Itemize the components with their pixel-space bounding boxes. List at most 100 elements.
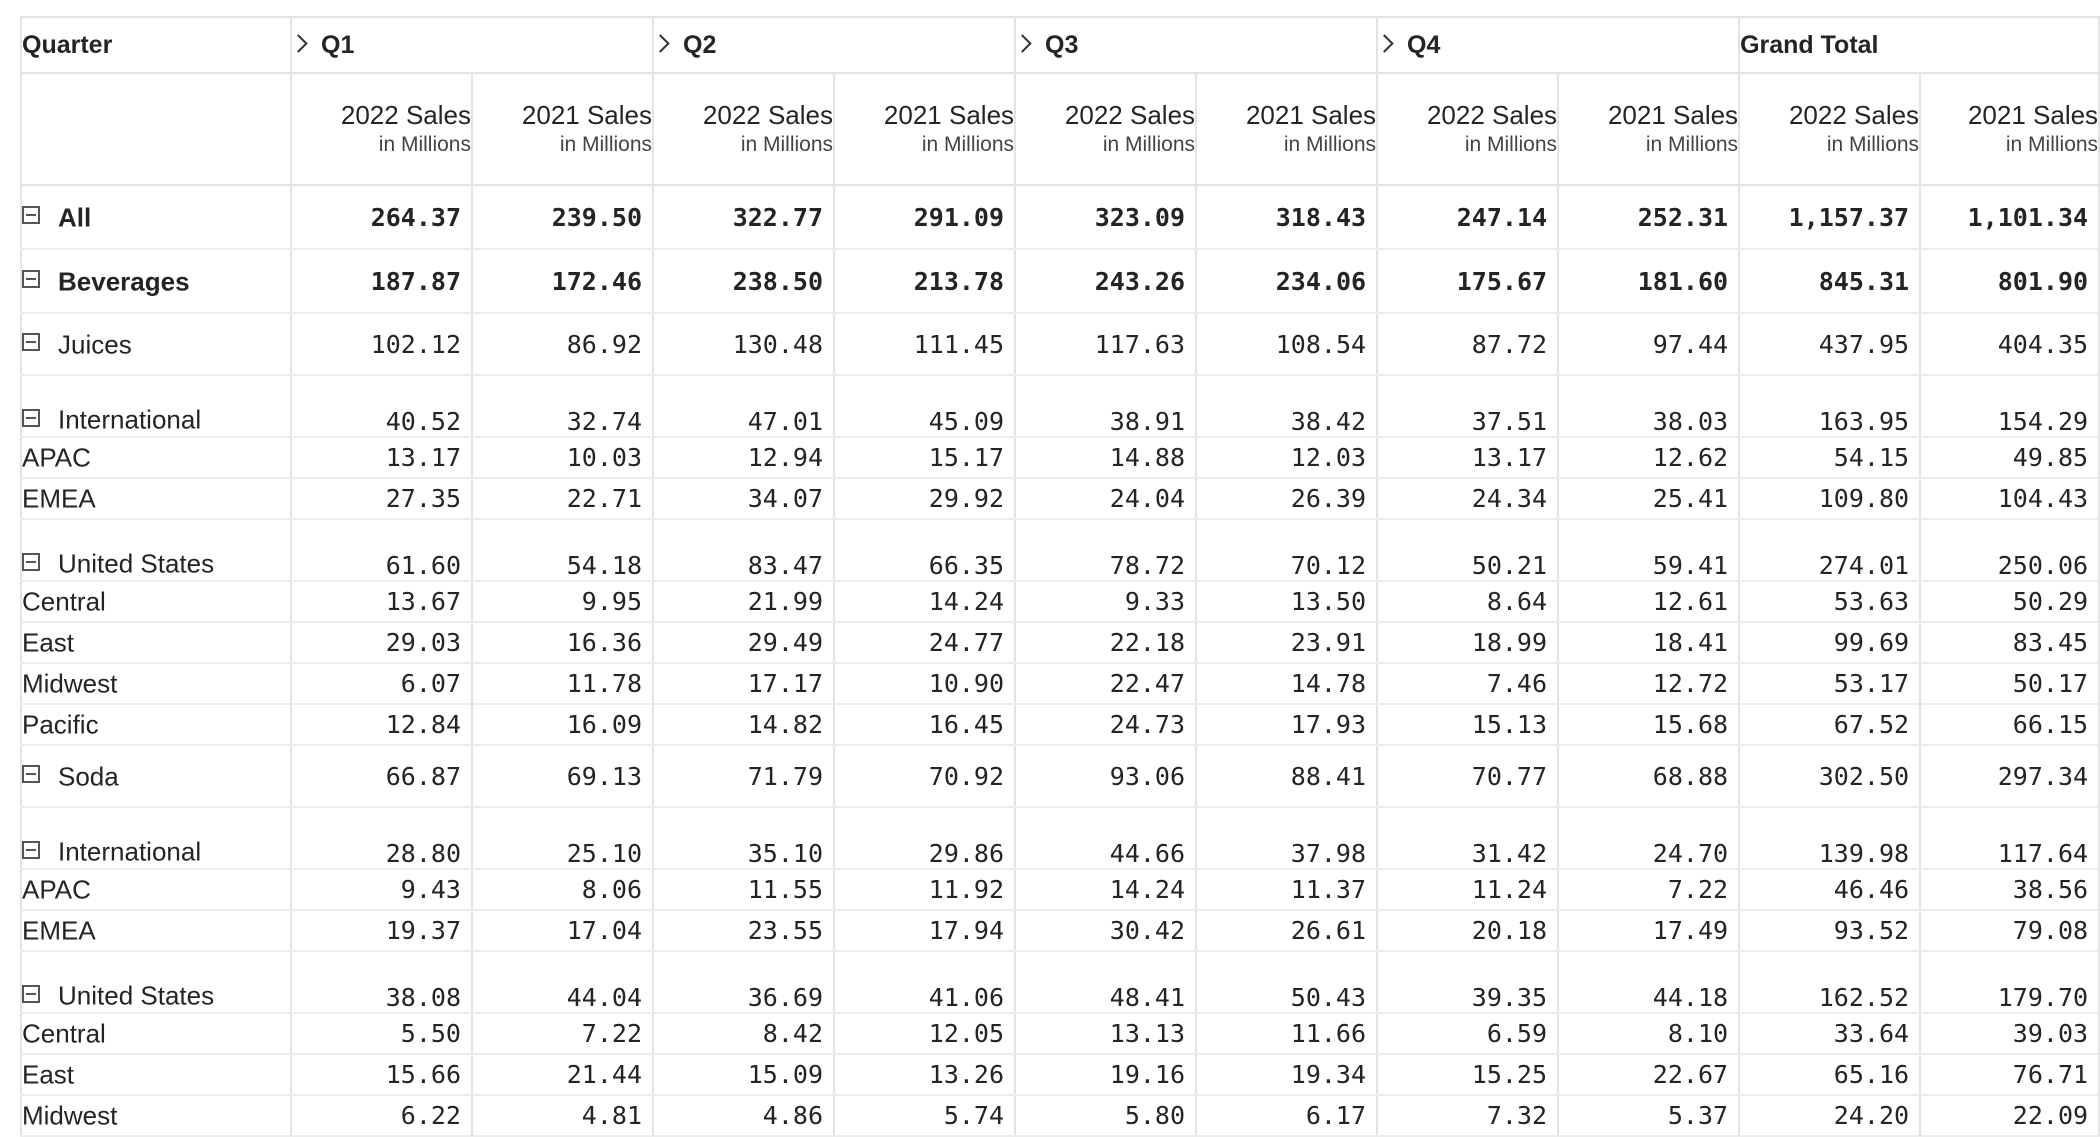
value-cell: 39.03 (1920, 1013, 2100, 1055)
value-cell: 13.13 (1015, 1013, 1198, 1055)
value-cell: 13.67 (291, 581, 473, 623)
value-cell: 243.26 (1015, 249, 1198, 314)
value-cell: 11.55 (653, 869, 836, 911)
value-cell: 179.70 (1920, 951, 2100, 1014)
measure-unit: in Millions (378, 133, 471, 156)
value-cell: 26.61 (1196, 910, 1379, 952)
value-cell: 163.95 (1739, 375, 1922, 438)
value-cell: 29.03 (291, 622, 473, 664)
value-cell: 17.93 (1196, 704, 1379, 746)
value-cell: 250.06 (1920, 519, 2100, 582)
collapse-icon[interactable] (23, 764, 40, 783)
value-cell: 31.42 (1377, 807, 1560, 870)
value-cell: 22.47 (1015, 663, 1198, 705)
value-cell: 21.44 (472, 1054, 655, 1096)
collapse-icon[interactable] (23, 984, 40, 1003)
row-header-cell[interactable]: Juices (20, 313, 292, 376)
row-header-cell[interactable]: United States (20, 519, 292, 582)
row-header-cell[interactable]: Beverages (20, 249, 292, 314)
value-cell: 48.41 (1015, 951, 1198, 1014)
value-cell: 13.26 (834, 1054, 1017, 1096)
value-cell: 29.92 (834, 478, 1017, 520)
value-cell: 16.09 (472, 704, 655, 746)
value-cell: 33.64 (1739, 1013, 1922, 1055)
collapse-icon[interactable] (23, 332, 40, 351)
column-header-q3[interactable]: Q3 (1013, 16, 1379, 74)
chevron-right-icon[interactable] (1013, 33, 1032, 53)
matrix-body: All 264.37 239.50 322.77 291.09 323.09 318.43 2… (20, 185, 2100, 1137)
value-cell: 26.39 (1196, 478, 1379, 520)
row-header-cell[interactable]: Soda (20, 745, 292, 808)
collapse-icon[interactable] (23, 408, 40, 427)
column-header-label: Q1 (321, 30, 355, 59)
value-cell: 28.80 (291, 807, 473, 870)
row-header-cell: East (20, 1054, 292, 1096)
table-row: EMEA 27.35 22.71 34.07 29.92 24.04 26.39 24.34 2… (20, 478, 2100, 520)
value-cell: 323.09 (1015, 185, 1198, 250)
column-header-q1[interactable]: Q1 (289, 16, 655, 74)
value-cell: 66.15 (1920, 704, 2100, 746)
value-cell: 4.86 (653, 1095, 836, 1137)
value-cell: 239.50 (472, 185, 655, 250)
value-cell: 49.85 (1920, 437, 2100, 479)
row-label: International (58, 405, 202, 435)
value-cell: 12.03 (1196, 437, 1379, 479)
measure-header-row: 2022 Sales in Millions 2021 Sales in Millio… (20, 73, 2100, 186)
measure-unit: in Millions (1283, 133, 1377, 156)
value-cell: 1,157.37 (1739, 185, 1922, 250)
collapse-icon[interactable] (23, 205, 40, 224)
value-cell: 25.41 (1558, 478, 1741, 520)
value-cell: 24.70 (1558, 807, 1741, 870)
value-cell: 66.35 (834, 519, 1017, 582)
value-cell: 24.77 (834, 622, 1017, 664)
row-label: EMEA (22, 483, 96, 514)
value-cell: 24.73 (1015, 704, 1198, 746)
chevron-right-icon[interactable] (1375, 33, 1394, 53)
collapse-icon[interactable] (23, 269, 40, 288)
value-cell: 20.18 (1377, 910, 1560, 952)
table-row: Midwest 6.22 4.81 4.86 5.74 5.80 6.17 7.32 5.37 2… (20, 1095, 2100, 1137)
value-cell: 14.82 (653, 704, 836, 746)
column-header-label: Q2 (683, 30, 717, 59)
measure-name: 2021 Sales (1967, 100, 2099, 130)
table-row: EMEA 19.37 17.04 23.55 17.94 30.42 26.61 20.18 1… (20, 910, 2100, 952)
chevron-right-icon[interactable] (651, 33, 670, 53)
measure-header-cell: 2021 Sales in Millions (834, 73, 1017, 186)
value-cell: 70.12 (1196, 519, 1379, 582)
value-cell: 53.63 (1739, 581, 1922, 623)
value-cell: 44.66 (1015, 807, 1198, 870)
value-cell: 50.43 (1196, 951, 1379, 1014)
row-header-cell[interactable]: All (20, 185, 292, 250)
value-cell: 30.42 (1015, 910, 1198, 952)
value-cell: 9.95 (472, 581, 655, 623)
value-cell: 139.98 (1739, 807, 1922, 870)
value-cell: 8.06 (472, 869, 655, 911)
value-cell: 14.88 (1015, 437, 1198, 479)
value-cell: 37.51 (1377, 375, 1560, 438)
measure-header-cell: 2022 Sales in Millions (1377, 73, 1560, 186)
value-cell: 87.72 (1377, 313, 1560, 376)
value-cell: 19.34 (1196, 1054, 1379, 1096)
row-label: Soda (58, 761, 119, 792)
row-header-cell: Central (20, 581, 292, 623)
value-cell: 59.41 (1558, 519, 1741, 582)
value-cell: 117.63 (1015, 313, 1198, 376)
chevron-right-icon[interactable] (289, 33, 308, 53)
row-header-cell[interactable]: International (20, 375, 292, 438)
row-header-cell[interactable]: United States (20, 951, 292, 1014)
row-label: United States (58, 549, 215, 579)
value-cell: 19.37 (291, 910, 473, 952)
column-header-q2[interactable]: Q2 (651, 16, 1017, 74)
value-cell: 23.91 (1196, 622, 1379, 664)
value-cell: 17.94 (834, 910, 1017, 952)
collapse-icon[interactable] (23, 552, 40, 571)
value-cell: 264.37 (291, 185, 473, 250)
row-label: EMEA (22, 915, 96, 946)
value-cell: 46.46 (1739, 869, 1922, 911)
row-header-cell: East (20, 622, 292, 664)
table-row: Central 5.50 7.22 8.42 12.05 13.13 11.66 6.59 8.… (20, 1013, 2100, 1055)
collapse-icon[interactable] (23, 840, 40, 859)
row-header-cell[interactable]: International (20, 807, 292, 870)
value-cell: 21.99 (653, 581, 836, 623)
column-header-q4[interactable]: Q4 (1375, 16, 1741, 74)
